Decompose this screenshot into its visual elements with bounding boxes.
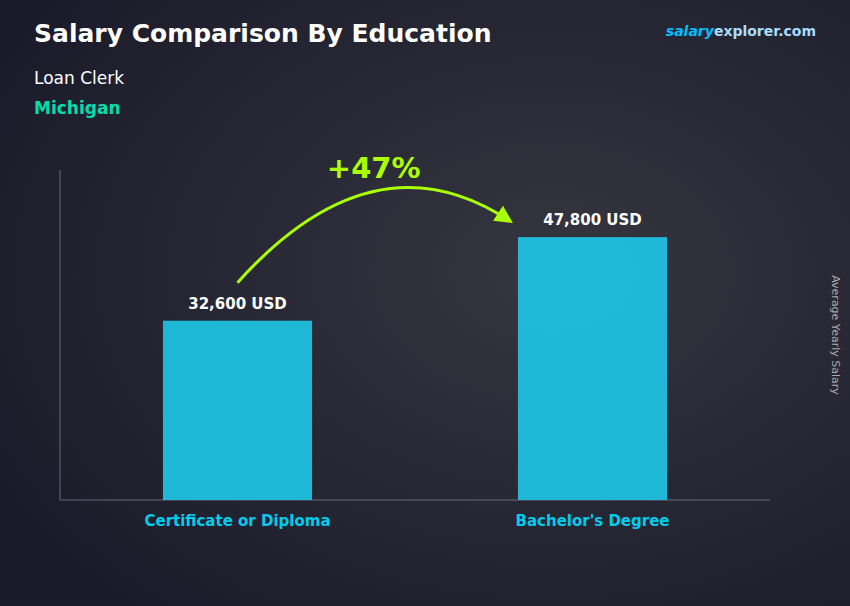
category-label: Bachelor's Degree [516,512,670,530]
subtitle: Loan Clerk [34,68,124,88]
change-arrow [238,188,510,283]
y-axis-label: Average Yearly Salary [829,275,842,395]
watermark-part: salary [666,23,715,39]
watermark-part: explorer.com [714,23,816,39]
pct-change: +47% [327,151,421,185]
data-label: 47,800 USD [543,211,642,229]
category-label: Certificate or Diploma [144,512,330,530]
bar [163,321,312,500]
subtitle: Michigan [34,98,121,118]
data-label: 32,600 USD [188,295,287,313]
title: Salary Comparison By Education [34,19,491,48]
y-axis-line [60,170,61,500]
bar [518,237,667,500]
bars [163,237,667,500]
background [0,0,850,606]
watermark: salaryexplorer.com [666,23,816,39]
